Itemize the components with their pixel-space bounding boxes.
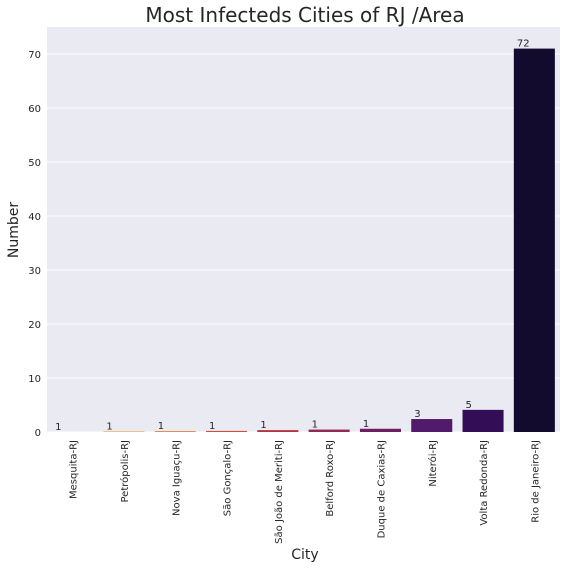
gridlines xyxy=(47,53,560,433)
y-tick-label: 10 xyxy=(28,374,41,385)
x-tick-label: São João de Meriti-RJ xyxy=(274,440,285,544)
x-tick-label: Duque de Caxias-RJ xyxy=(376,440,387,538)
bar xyxy=(103,431,145,432)
x-tick-label: Niterói-RJ xyxy=(427,440,439,487)
bar-value-label: 1 xyxy=(312,420,318,431)
x-axis-label: City xyxy=(291,547,318,563)
chart-title: Most Infecteds Cities of RJ /Area xyxy=(145,3,464,27)
x-tick-label: Petrópolis-RJ xyxy=(119,440,131,503)
bar xyxy=(257,430,299,432)
bar xyxy=(206,430,248,432)
bar-value-label: 3 xyxy=(414,409,420,420)
y-tick-label: 50 xyxy=(28,158,41,169)
x-tick-label: Mesquita-RJ xyxy=(69,440,80,499)
bar xyxy=(513,48,555,432)
y-tick-label: 70 xyxy=(28,50,41,61)
y-tick-label: 40 xyxy=(28,212,41,223)
bar xyxy=(411,419,453,432)
x-tick-label: Belford Roxo-RJ xyxy=(325,440,336,517)
bar xyxy=(462,409,504,432)
bar xyxy=(154,431,196,432)
data-labels: 1 1 1 1 1 1 1 3 5 72 xyxy=(55,39,529,433)
bar-value-label: 5 xyxy=(466,400,472,411)
y-tick-label: 30 xyxy=(28,266,41,277)
bar xyxy=(359,428,401,432)
bar-value-label: 72 xyxy=(517,39,530,50)
x-tick-label: Nova Iguaçu-RJ xyxy=(171,440,182,516)
bar-value-label: 1 xyxy=(260,420,266,431)
x-tick-label: Rio de Janeiro-RJ xyxy=(530,440,541,523)
bar-value-label: 1 xyxy=(55,422,61,433)
y-tick-label: 60 xyxy=(28,104,41,115)
bar-value-label: 1 xyxy=(209,421,215,432)
bar xyxy=(308,429,350,432)
x-tick-label: São Gonçalo-RJ xyxy=(223,440,234,516)
x-axis-ticks: Mesquita-RJ Petrópolis-RJ Nova Iguaçu-RJ Sã… xyxy=(69,440,542,544)
plot-background xyxy=(47,27,560,432)
y-tick-label: 20 xyxy=(28,320,41,331)
y-tick-label: 0 xyxy=(35,428,41,439)
x-tick-label: Volta Redonda-RJ xyxy=(479,440,490,526)
y-axis-ticks: 0 10 20 30 40 50 60 70 xyxy=(28,50,41,439)
bars xyxy=(103,48,555,432)
bar-value-label: 1 xyxy=(106,421,112,432)
y-axis-label: Number xyxy=(6,202,22,258)
bar-value-label: 1 xyxy=(158,421,164,432)
bar-value-label: 1 xyxy=(363,419,369,430)
